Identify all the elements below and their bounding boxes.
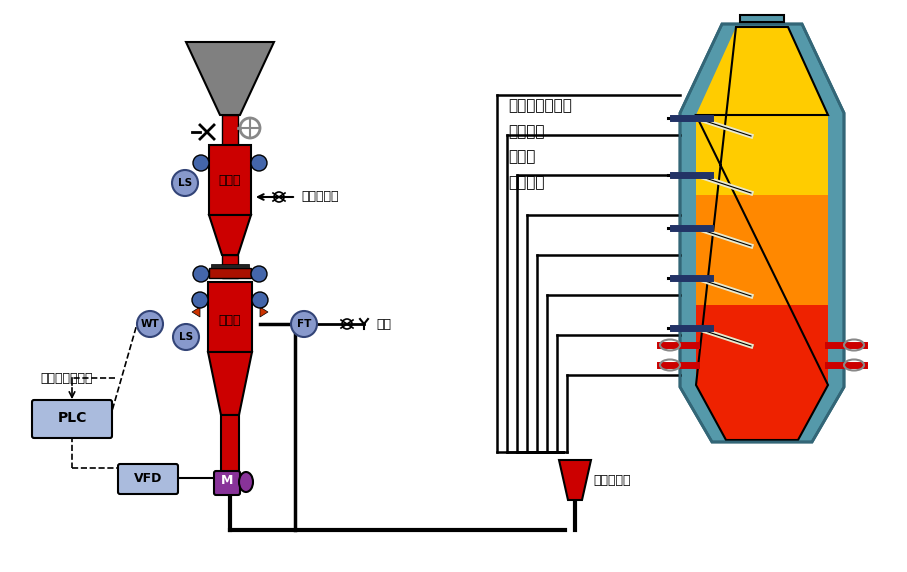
Text: VFD: VFD (134, 471, 162, 484)
Bar (208, 282, 252, 352)
Polygon shape (186, 42, 274, 115)
Text: 循环流化床锅炉
炼铁高炉
熔炼炉
炼钢电炉: 循环流化床锅炉 炼铁高炉 熔炼炉 炼钢电炉 (508, 98, 572, 190)
Text: 收料罐: 收料罐 (219, 173, 241, 186)
Bar (696, 195, 828, 305)
Bar (209, 145, 251, 215)
Ellipse shape (239, 472, 253, 492)
Bar (740, 15, 784, 22)
Polygon shape (696, 385, 828, 440)
Text: 喷吹罐: 喷吹罐 (219, 313, 241, 327)
Bar (222, 255, 238, 278)
Circle shape (172, 170, 198, 196)
Circle shape (251, 266, 267, 282)
Circle shape (252, 292, 268, 308)
Text: LS: LS (178, 178, 192, 188)
Circle shape (173, 324, 199, 350)
Polygon shape (192, 307, 200, 317)
Bar (696, 115, 828, 195)
Circle shape (192, 292, 208, 308)
Text: LS: LS (179, 332, 193, 342)
Polygon shape (195, 157, 201, 169)
FancyBboxPatch shape (118, 464, 178, 494)
Bar (221, 415, 239, 475)
Circle shape (137, 311, 163, 337)
Polygon shape (559, 460, 591, 500)
Circle shape (251, 155, 267, 171)
Text: 流化加压气: 流化加压气 (301, 190, 338, 204)
Polygon shape (680, 24, 844, 442)
Bar (696, 305, 828, 385)
FancyBboxPatch shape (214, 471, 240, 495)
Circle shape (193, 266, 209, 282)
Text: PLC: PLC (57, 411, 87, 425)
Polygon shape (208, 352, 252, 415)
Text: FT: FT (297, 319, 311, 329)
Bar (222, 115, 238, 145)
Circle shape (291, 311, 317, 337)
Polygon shape (260, 307, 268, 317)
Text: 气源: 气源 (376, 317, 391, 331)
Text: 给料量连续可调: 给料量连续可调 (40, 371, 93, 384)
Circle shape (193, 155, 209, 171)
Bar (211, 264, 249, 268)
Text: 管路分配器: 管路分配器 (593, 474, 630, 487)
Polygon shape (209, 215, 251, 255)
Bar (209, 268, 251, 278)
Polygon shape (259, 157, 265, 169)
Text: M: M (220, 474, 233, 487)
FancyBboxPatch shape (32, 400, 112, 438)
Text: WT: WT (141, 319, 160, 329)
Polygon shape (696, 27, 828, 115)
